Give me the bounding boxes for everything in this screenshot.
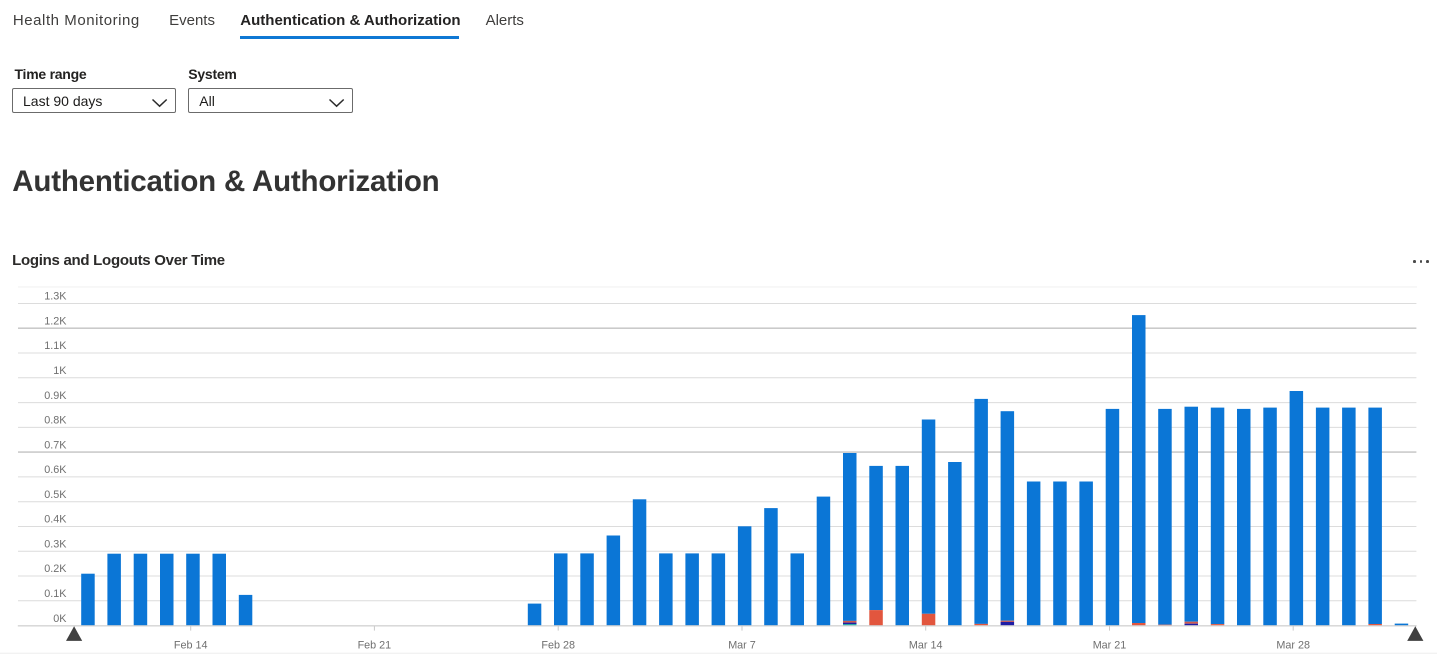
- svg-text:1K: 1K: [53, 365, 67, 377]
- svg-text:Mar 7: Mar 7: [728, 639, 756, 651]
- svg-text:Mar 28: Mar 28: [1276, 639, 1310, 651]
- svg-text:0.9K: 0.9K: [44, 390, 67, 402]
- svg-text:0.8K: 0.8K: [44, 415, 67, 427]
- svg-text:0.6K: 0.6K: [44, 464, 67, 476]
- svg-text:0.5K: 0.5K: [44, 489, 67, 501]
- svg-text:0.4K: 0.4K: [44, 514, 67, 526]
- svg-text:0K: 0K: [53, 613, 67, 625]
- svg-text:0.3K: 0.3K: [44, 539, 67, 551]
- svg-text:1.2K: 1.2K: [44, 315, 67, 327]
- svg-text:Feb 14: Feb 14: [174, 639, 208, 651]
- svg-text:Feb 28: Feb 28: [541, 639, 575, 651]
- svg-text:0.7K: 0.7K: [44, 439, 67, 451]
- svg-text:1.3K: 1.3K: [44, 291, 67, 303]
- svg-text:Feb 21: Feb 21: [358, 639, 392, 651]
- svg-text:Mar 21: Mar 21: [1093, 639, 1127, 651]
- svg-text:1.1K: 1.1K: [44, 340, 67, 352]
- svg-text:0.1K: 0.1K: [44, 588, 67, 600]
- svg-text:0.2K: 0.2K: [44, 563, 67, 575]
- svg-text:Mar 14: Mar 14: [909, 639, 943, 651]
